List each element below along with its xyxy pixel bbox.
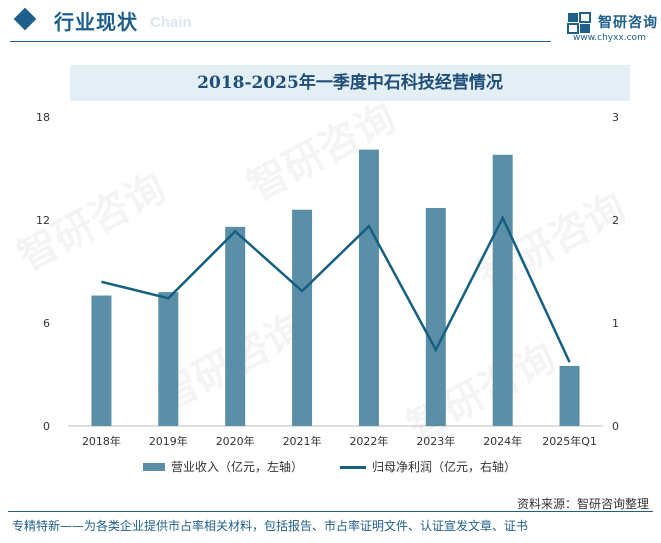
y-left-tick-label: 12 — [36, 214, 50, 227]
y-right-tick-label: 1 — [612, 317, 619, 330]
brand-logo: 智研咨询 www.chyxx.com — [567, 9, 657, 43]
legend-swatch-line — [340, 466, 366, 469]
bar-revenue — [358, 149, 379, 426]
logo-name: 智研咨询 — [598, 15, 658, 31]
y-right-tick-label: 3 — [612, 111, 619, 124]
y-left-tick-label: 6 — [43, 317, 50, 330]
chart-title: 2018-2025年一季度中石科技经营情况 — [197, 73, 503, 93]
line-profit — [101, 215, 571, 363]
x-tick-label: 2024年 — [483, 434, 522, 448]
x-tick-label: 2025年Q1 — [542, 434, 597, 448]
y-left-tick-label: 18 — [36, 111, 50, 124]
page-header: Chain 行业现状 智研咨询 www.chyxx.com — [0, 0, 661, 44]
y-right-tick-label: 2 — [612, 214, 619, 227]
y-left-tick-label: 0 — [43, 420, 50, 433]
x-tick-label: 2019年 — [149, 434, 188, 448]
bar-revenue — [292, 209, 313, 426]
footer-text: 专精特新——为各类企业提供市占率相关材料，包括报告、市占率证明文件、认证宣发文章… — [12, 519, 529, 533]
footer-divider — [8, 511, 653, 512]
logo-icon — [567, 12, 591, 34]
header-divider — [10, 41, 551, 42]
x-tick-label: 2022年 — [349, 434, 388, 448]
bar-revenue — [158, 292, 179, 426]
x-tick-label: 2023年 — [416, 434, 455, 448]
chart-title-band: 2018-2025年一季度中石科技经营情况 — [70, 65, 630, 101]
logo-url: www.chyxx.com — [573, 33, 646, 43]
bar-revenue — [225, 226, 246, 426]
x-tick-label: 2020年 — [216, 434, 255, 448]
page-title: 行业现状 — [54, 10, 138, 34]
x-tick-label: 2021年 — [283, 434, 322, 448]
x-tick-label: 2018年 — [82, 434, 121, 448]
legend-label-profit: 归母净利润（亿元，右轴） — [372, 460, 517, 474]
y-right-tick-label: 0 — [612, 420, 619, 433]
legend-label-revenue: 营业收入（亿元，左轴） — [171, 460, 304, 474]
legend-swatch-bar — [143, 463, 165, 471]
bar-revenue — [559, 365, 580, 426]
header-ghost-text: Chain — [150, 14, 192, 31]
bar-revenue — [492, 154, 513, 426]
chart-legend: 营业收入（亿元，左轴） 归母净利润（亿元，右轴） — [0, 457, 661, 477]
bar-revenue — [91, 295, 112, 426]
source-note: 资料来源：智研咨询整理 — [516, 497, 649, 511]
bar-revenue — [425, 207, 446, 426]
